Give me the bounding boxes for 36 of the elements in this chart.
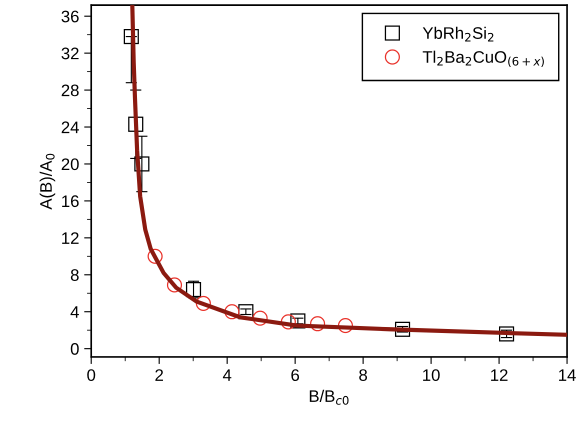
x-tick-label: 6 [291,369,300,382]
y-tick-label: 24 [62,121,79,134]
y-tick-label: 16 [62,195,79,208]
point [338,318,354,334]
point [148,248,163,264]
x-tick-label: 2 [155,369,163,381]
y-tick-label: 32 [62,48,79,60]
x-axis-title: B/B$_{c0}$ [310,390,349,405]
y-tick-label: 36 [62,10,79,22]
x-tick-label: 4 [222,369,232,381]
x-tick-label: 0 [87,369,96,382]
y-tick-label: 4 [70,306,79,318]
x-tick-label: 8 [359,369,368,382]
point [128,116,144,132]
point [124,28,139,44]
y-tick-label: 28 [62,84,79,96]
x-tick-label: 10 [423,369,440,382]
point [252,310,268,326]
legend-label: YbRh$_{2}$Si$_{2}$ [422,26,494,42]
point [394,322,410,337]
point [134,156,150,172]
point [196,296,211,311]
x-tick-label: 12 [491,369,508,381]
legend-label: Tl$_{2}$Ba$_{2}$CuO$_{(6+x)}$ [422,50,544,68]
y-tick-label: 8 [70,269,79,281]
y-tick-label: 0 [70,343,79,355]
y-axis-title: A(B)/A$_{0}$ [40,154,56,210]
point [290,313,306,329]
point [224,304,240,320]
point [310,316,326,332]
point [498,326,514,342]
point [166,277,182,293]
point [280,314,296,330]
y-tick-label: 20 [62,158,79,170]
y-tick-label: 12 [62,232,79,244]
x-tick-label: 14 [559,369,576,381]
